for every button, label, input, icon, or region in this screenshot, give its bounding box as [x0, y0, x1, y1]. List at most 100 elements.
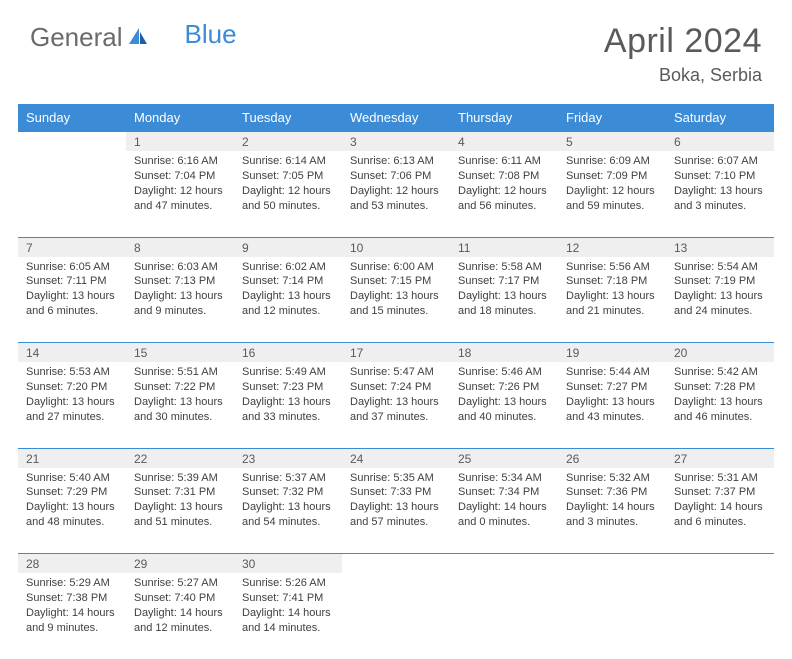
day-number: 6 [666, 132, 774, 152]
day-number: 3 [342, 132, 450, 152]
sunrise-text: Sunrise: 5:40 AM [26, 471, 118, 486]
day-info: Sunrise: 5:26 AMSunset: 7:41 PMDaylight:… [234, 573, 342, 659]
day-number: 23 [234, 448, 342, 468]
day-number: 10 [342, 237, 450, 257]
sunset-text: Sunset: 7:41 PM [242, 591, 334, 606]
daylight-text: Daylight: 14 hours and 6 minutes. [674, 500, 766, 530]
day-info: Sunrise: 5:40 AMSunset: 7:29 PMDaylight:… [18, 468, 126, 554]
empty-day-number [18, 132, 126, 152]
daylight-text: Daylight: 13 hours and 15 minutes. [350, 289, 442, 319]
day-header: Tuesday [234, 104, 342, 132]
empty-day-info [450, 573, 558, 659]
day-header: Sunday [18, 104, 126, 132]
day-info-row: Sunrise: 5:29 AMSunset: 7:38 PMDaylight:… [18, 573, 774, 659]
sunrise-text: Sunrise: 5:37 AM [242, 471, 334, 486]
sunset-text: Sunset: 7:38 PM [26, 591, 118, 606]
day-number: 14 [18, 343, 126, 363]
day-info: Sunrise: 6:09 AMSunset: 7:09 PMDaylight:… [558, 151, 666, 237]
daylight-text: Daylight: 13 hours and 18 minutes. [458, 289, 550, 319]
sunrise-text: Sunrise: 6:11 AM [458, 154, 550, 169]
title-block: April 2024 Boka, Serbia [604, 22, 762, 86]
sunset-text: Sunset: 7:11 PM [26, 274, 118, 289]
day-info: Sunrise: 5:51 AMSunset: 7:22 PMDaylight:… [126, 362, 234, 448]
sunrise-text: Sunrise: 6:07 AM [674, 154, 766, 169]
day-info-row: Sunrise: 6:16 AMSunset: 7:04 PMDaylight:… [18, 151, 774, 237]
daylight-text: Daylight: 14 hours and 14 minutes. [242, 606, 334, 636]
daylight-text: Daylight: 13 hours and 9 minutes. [134, 289, 226, 319]
sail-icon [127, 22, 149, 53]
sunrise-text: Sunrise: 5:29 AM [26, 576, 118, 591]
day-info: Sunrise: 6:00 AMSunset: 7:15 PMDaylight:… [342, 257, 450, 343]
daylight-text: Daylight: 14 hours and 0 minutes. [458, 500, 550, 530]
sunrise-text: Sunrise: 6:03 AM [134, 260, 226, 275]
daylight-text: Daylight: 13 hours and 54 minutes. [242, 500, 334, 530]
daylight-text: Daylight: 14 hours and 9 minutes. [26, 606, 118, 636]
daylight-text: Daylight: 12 hours and 59 minutes. [566, 184, 658, 214]
day-info: Sunrise: 5:47 AMSunset: 7:24 PMDaylight:… [342, 362, 450, 448]
daylight-text: Daylight: 13 hours and 51 minutes. [134, 500, 226, 530]
daylight-text: Daylight: 13 hours and 46 minutes. [674, 395, 766, 425]
empty-day-info [666, 573, 774, 659]
sunrise-text: Sunrise: 5:42 AM [674, 365, 766, 380]
day-info: Sunrise: 5:54 AMSunset: 7:19 PMDaylight:… [666, 257, 774, 343]
day-info: Sunrise: 5:31 AMSunset: 7:37 PMDaylight:… [666, 468, 774, 554]
day-info: Sunrise: 6:11 AMSunset: 7:08 PMDaylight:… [450, 151, 558, 237]
day-info: Sunrise: 6:03 AMSunset: 7:13 PMDaylight:… [126, 257, 234, 343]
sunrise-text: Sunrise: 6:02 AM [242, 260, 334, 275]
sunset-text: Sunset: 7:36 PM [566, 485, 658, 500]
sunrise-text: Sunrise: 5:51 AM [134, 365, 226, 380]
sunset-text: Sunset: 7:31 PM [134, 485, 226, 500]
sunrise-text: Sunrise: 5:49 AM [242, 365, 334, 380]
day-info-row: Sunrise: 6:05 AMSunset: 7:11 PMDaylight:… [18, 257, 774, 343]
day-number-row: 123456 [18, 132, 774, 152]
day-header: Friday [558, 104, 666, 132]
sunset-text: Sunset: 7:18 PM [566, 274, 658, 289]
day-number: 7 [18, 237, 126, 257]
day-number: 27 [666, 448, 774, 468]
daylight-text: Daylight: 13 hours and 30 minutes. [134, 395, 226, 425]
day-info: Sunrise: 5:46 AMSunset: 7:26 PMDaylight:… [450, 362, 558, 448]
sunrise-text: Sunrise: 5:32 AM [566, 471, 658, 486]
empty-day-number [558, 554, 666, 574]
sunset-text: Sunset: 7:06 PM [350, 169, 442, 184]
daylight-text: Daylight: 13 hours and 57 minutes. [350, 500, 442, 530]
day-info: Sunrise: 6:13 AMSunset: 7:06 PMDaylight:… [342, 151, 450, 237]
sunrise-text: Sunrise: 6:16 AM [134, 154, 226, 169]
day-number: 13 [666, 237, 774, 257]
sunrise-text: Sunrise: 6:00 AM [350, 260, 442, 275]
day-header: Wednesday [342, 104, 450, 132]
sunrise-text: Sunrise: 5:44 AM [566, 365, 658, 380]
daylight-text: Daylight: 12 hours and 50 minutes. [242, 184, 334, 214]
day-info: Sunrise: 6:05 AMSunset: 7:11 PMDaylight:… [18, 257, 126, 343]
sunrise-text: Sunrise: 5:47 AM [350, 365, 442, 380]
day-number: 26 [558, 448, 666, 468]
sunset-text: Sunset: 7:34 PM [458, 485, 550, 500]
day-number: 17 [342, 343, 450, 363]
day-number: 21 [18, 448, 126, 468]
day-number: 18 [450, 343, 558, 363]
page-header: General Blue April 2024 Boka, Serbia [0, 0, 792, 96]
day-info: Sunrise: 6:14 AMSunset: 7:05 PMDaylight:… [234, 151, 342, 237]
day-info: Sunrise: 5:42 AMSunset: 7:28 PMDaylight:… [666, 362, 774, 448]
day-number-row: 21222324252627 [18, 448, 774, 468]
sunset-text: Sunset: 7:40 PM [134, 591, 226, 606]
empty-day-number [342, 554, 450, 574]
day-number: 16 [234, 343, 342, 363]
brand-part2: Blue [185, 19, 237, 50]
day-info: Sunrise: 5:39 AMSunset: 7:31 PMDaylight:… [126, 468, 234, 554]
sunrise-text: Sunrise: 5:31 AM [674, 471, 766, 486]
sunset-text: Sunset: 7:14 PM [242, 274, 334, 289]
day-number: 20 [666, 343, 774, 363]
daylight-text: Daylight: 13 hours and 37 minutes. [350, 395, 442, 425]
sunset-text: Sunset: 7:27 PM [566, 380, 658, 395]
daylight-text: Daylight: 13 hours and 48 minutes. [26, 500, 118, 530]
sunrise-text: Sunrise: 5:56 AM [566, 260, 658, 275]
day-header: Saturday [666, 104, 774, 132]
brand-part1: General [30, 22, 123, 53]
sunset-text: Sunset: 7:23 PM [242, 380, 334, 395]
day-info: Sunrise: 6:07 AMSunset: 7:10 PMDaylight:… [666, 151, 774, 237]
sunrise-text: Sunrise: 5:53 AM [26, 365, 118, 380]
day-number-row: 78910111213 [18, 237, 774, 257]
day-info: Sunrise: 5:34 AMSunset: 7:34 PMDaylight:… [450, 468, 558, 554]
sunset-text: Sunset: 7:28 PM [674, 380, 766, 395]
